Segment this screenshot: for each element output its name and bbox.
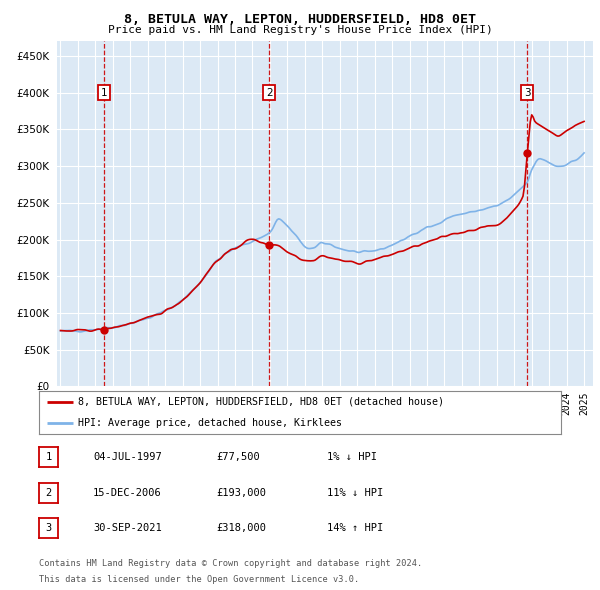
Text: 1% ↓ HPI: 1% ↓ HPI [327, 453, 377, 462]
Text: 2: 2 [266, 88, 272, 98]
Text: 14% ↑ HPI: 14% ↑ HPI [327, 523, 383, 533]
Text: 3: 3 [46, 523, 52, 533]
Text: 1: 1 [101, 88, 107, 98]
Text: £318,000: £318,000 [216, 523, 266, 533]
Text: 8, BETULA WAY, LEPTON, HUDDERSFIELD, HD8 0ET (detached house): 8, BETULA WAY, LEPTON, HUDDERSFIELD, HD8… [78, 397, 444, 407]
Text: 04-JUL-1997: 04-JUL-1997 [93, 453, 162, 462]
Text: £193,000: £193,000 [216, 488, 266, 497]
Text: 30-SEP-2021: 30-SEP-2021 [93, 523, 162, 533]
Text: This data is licensed under the Open Government Licence v3.0.: This data is licensed under the Open Gov… [39, 575, 359, 584]
Text: 1: 1 [46, 453, 52, 462]
Text: 2: 2 [46, 488, 52, 497]
Text: 8, BETULA WAY, LEPTON, HUDDERSFIELD, HD8 0ET: 8, BETULA WAY, LEPTON, HUDDERSFIELD, HD8… [124, 13, 476, 26]
Text: HPI: Average price, detached house, Kirklees: HPI: Average price, detached house, Kirk… [78, 418, 342, 428]
Text: 11% ↓ HPI: 11% ↓ HPI [327, 488, 383, 497]
Text: 3: 3 [524, 88, 530, 98]
Text: 15-DEC-2006: 15-DEC-2006 [93, 488, 162, 497]
Text: £77,500: £77,500 [216, 453, 260, 462]
Text: Price paid vs. HM Land Registry's House Price Index (HPI): Price paid vs. HM Land Registry's House … [107, 25, 493, 35]
Text: Contains HM Land Registry data © Crown copyright and database right 2024.: Contains HM Land Registry data © Crown c… [39, 559, 422, 568]
